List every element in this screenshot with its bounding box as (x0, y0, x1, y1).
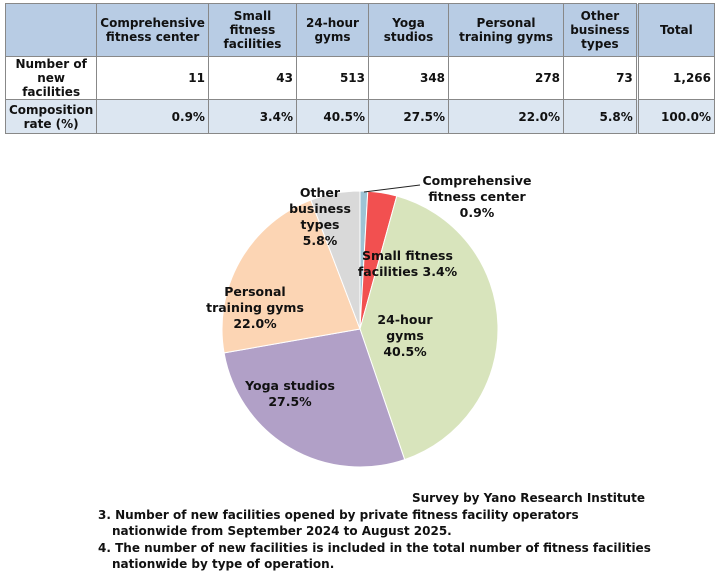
cell: 22.0% (448, 99, 565, 134)
cell: 278 (448, 56, 565, 100)
cell: 0.9% (96, 99, 209, 134)
header-cell: Small fitness facilities (207, 3, 297, 57)
table-header-row: Comprehensive fitness center Small fitne… (4, 3, 715, 57)
cell: 3.4% (207, 99, 297, 134)
slice-label-24hour: 24-hour gyms 40.5% (377, 312, 433, 359)
table-row: Number of new facilities 11 43 513 348 2… (4, 56, 715, 100)
cell: 73 (563, 56, 638, 100)
cell: 11 (96, 56, 209, 100)
slice-label-comprehensive: Comprehensive fitness center 0.9% (422, 173, 532, 220)
cell: 40.5% (295, 99, 370, 134)
cell: 27.5% (368, 99, 450, 134)
cell: 100.0% (635, 99, 715, 134)
pie-slice-personal-training-gyms (221, 199, 361, 354)
footnote-3: 3. Number of new facilities opened by pr… (98, 508, 579, 538)
slice-label-small: Small fitness facilities 3.4% (357, 248, 458, 279)
header-empty (4, 3, 98, 57)
source-note: Survey by Yano Research Institute (412, 491, 645, 505)
cell: 1,266 (635, 56, 715, 100)
header-cell: 24-hour gyms (295, 3, 370, 57)
pie-slice-yoga-studios (223, 328, 406, 468)
row-label: Composition rate (%) (4, 99, 98, 134)
leader-line (363, 184, 421, 193)
pie-slice-other-business-types (310, 190, 361, 330)
slice-label-personal: Personal training gyms 22.0% (206, 284, 304, 331)
header-cell: Personal training gyms (448, 3, 565, 57)
cell: 513 (295, 56, 370, 100)
slice-label-yoga: Yoga studios 27.5% (245, 378, 335, 409)
slice-label-other: Other business types 5.8% (289, 185, 351, 248)
header-cell: Total (635, 3, 715, 57)
header-cell: Other business types (563, 3, 638, 57)
footnote-4: 4. The number of new facilities is inclu… (98, 541, 651, 571)
pie-slice-24-hour-gyms (359, 195, 499, 461)
data-table: Comprehensive fitness center Small fitne… (4, 3, 715, 134)
table-row: Composition rate (%) 0.9% 3.4% 40.5% 27.… (4, 99, 715, 134)
cell: 5.8% (563, 99, 638, 134)
cell: 348 (368, 56, 450, 100)
